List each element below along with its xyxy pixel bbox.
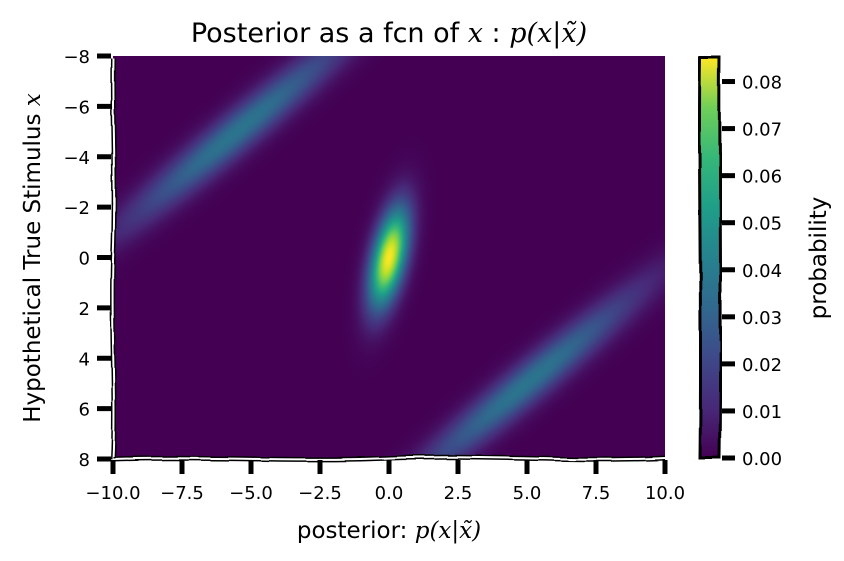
- y-tick-label: 6: [79, 400, 90, 421]
- colorbar-label: probability: [806, 197, 832, 320]
- y-axis-ticks: −8 −6 −4 −2 0 2 4 6 8: [63, 47, 111, 471]
- x-tick-label: 7.5: [582, 483, 611, 504]
- x-tick-label: 5.0: [513, 483, 542, 504]
- x-tick-label: 2.5: [444, 483, 473, 504]
- y-tick-label: 4: [79, 349, 90, 370]
- y-tick-label: 8: [79, 450, 90, 471]
- x-tick-label: −7.5: [160, 483, 204, 504]
- colorbar-tick-label: 0.04: [742, 261, 782, 282]
- y-tick-label: 0: [79, 249, 90, 270]
- y-tick-label: −4: [63, 148, 90, 169]
- colorbar-tick-label: 0.00: [742, 449, 782, 470]
- colorbar-tick-label: 0.01: [742, 402, 782, 423]
- x-tick-label: 10.0: [645, 483, 685, 504]
- heatmap-plot-area: [113, 56, 665, 459]
- chart-title: Posterior as a fcn of x : p(x|x̃): [191, 18, 587, 49]
- colorbar-tick-label: 0.07: [742, 120, 782, 141]
- y-tick-label: 2: [79, 299, 90, 320]
- x-tick-label: 0.0: [375, 483, 404, 504]
- colorbar-frame: [697, 56, 723, 460]
- colorbar-tick-label: 0.02: [742, 355, 782, 376]
- heatmap-image: [113, 56, 665, 459]
- y-axis-title: Hypothetical True Stimulus x: [20, 93, 46, 423]
- x-tick-label: −2.5: [298, 483, 342, 504]
- colorbar-gradient: [700, 58, 720, 458]
- colorbar: 0.00 0.01 0.02 0.03 0.04 0.05 0.06 0.07 0.08 pro…: [697, 56, 832, 470]
- x-axis-title: posterior: p(x|x̃): [297, 518, 481, 544]
- colorbar-tick-label: 0.05: [742, 214, 782, 235]
- colorbar-ticks: 0.00 0.01 0.02 0.03 0.04 0.05 0.06 0.07 0.08: [722, 73, 782, 470]
- x-tick-label: −10.0: [85, 483, 140, 504]
- x-tick-label: −5.0: [229, 483, 273, 504]
- y-tick-label: −8: [63, 47, 90, 68]
- axes-frame: [110, 57, 666, 462]
- colorbar-tick-label: 0.08: [742, 73, 782, 94]
- colorbar-tick-label: 0.06: [742, 167, 782, 188]
- y-tick-label: −6: [63, 97, 90, 118]
- colorbar-tick-label: 0.03: [742, 308, 782, 329]
- y-tick-label: −2: [63, 198, 90, 219]
- x-axis-ticks: −10.0 −7.5 −5.0 −2.5 0.0 2.5 5.0 7.5 10.0: [85, 460, 685, 504]
